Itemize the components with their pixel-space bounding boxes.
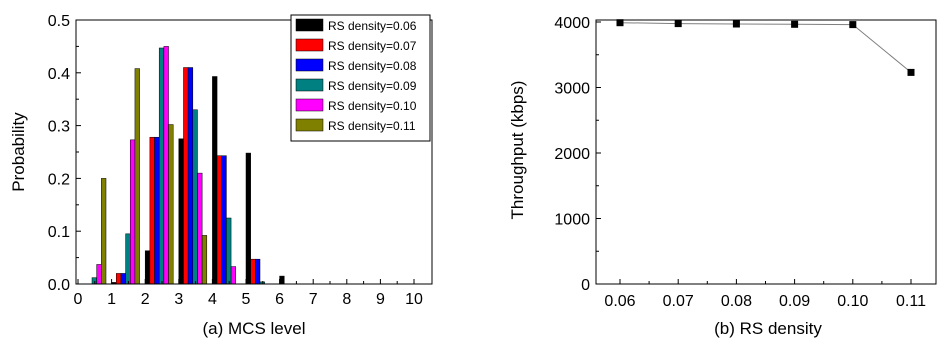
bar — [154, 136, 160, 285]
x-tick-label: 0.09 — [779, 293, 810, 310]
data-point — [849, 21, 857, 29]
legend-label: RS density=0.07 — [328, 39, 417, 53]
y-axis-ticks: 0 1000 2000 3000 4000 — [554, 15, 601, 294]
x-axis-ticks: 0.06 0.07 0.08 0.09 0.10 0.11 — [604, 279, 926, 310]
x-tick-label: 3 — [174, 291, 183, 308]
x-tick-label: 0.11 — [896, 293, 926, 310]
bar — [178, 138, 184, 285]
bar — [201, 235, 208, 285]
bar — [192, 109, 198, 285]
x-tick-label: 5 — [242, 291, 251, 308]
y-tick-label: 0.0 — [48, 277, 70, 294]
data-point — [674, 20, 682, 28]
x-tick-label: 4 — [208, 291, 217, 308]
x-tick-label: 0.10 — [837, 293, 868, 310]
bar — [130, 139, 136, 285]
y-tick-label: 4000 — [554, 15, 590, 32]
y-tick-label: 0.5 — [48, 13, 70, 30]
bar — [221, 155, 227, 285]
bar — [120, 273, 126, 285]
x-tick-label: 6 — [275, 291, 284, 308]
bar — [158, 47, 165, 285]
bar — [255, 258, 261, 285]
x-axis-title-b: (b) RS density — [714, 319, 822, 338]
data-point — [791, 20, 799, 28]
bar — [101, 178, 107, 285]
x-axis-title-a: (a) MCS level — [203, 319, 306, 338]
y-tick-label: 0.3 — [48, 119, 70, 136]
bar — [212, 76, 218, 285]
data-point — [907, 68, 915, 76]
y-axis-ticks: 0.0 0.1 0.2 0.3 0.4 0.5 — [48, 13, 81, 294]
legend-swatch — [295, 118, 324, 132]
throughput-chart: 0.06 0.07 0.08 0.09 0.10 0.11 0 1000 2000 3000 40… — [508, 15, 937, 338]
bar — [144, 250, 151, 285]
x-tick-label: 9 — [376, 291, 385, 308]
y-axis-title-b: Throughput (kbps) — [508, 81, 527, 220]
y-tick-label: 0.4 — [48, 66, 70, 83]
legend-label: RS density=0.06 — [328, 19, 417, 33]
mcs-probability-chart: 0 1 2 3 4 5 6 7 8 9 10 0.0 0.1 0.2 0.3 0.4 0.5 (a) MCS … — [9, 13, 433, 338]
y-tick-label: 3000 — [554, 81, 590, 98]
y-tick-label: 0.1 — [48, 224, 70, 241]
bar — [96, 264, 102, 285]
bar — [187, 67, 194, 285]
legend: RS density=0.06 RS density=0.07 RS density… — [290, 14, 431, 142]
x-tick-label: 8 — [342, 291, 351, 308]
legend-label: RS density=0.10 — [328, 99, 417, 113]
bar — [250, 258, 256, 285]
legend-label: RS density=0.09 — [328, 79, 417, 93]
x-tick-label: 7 — [309, 291, 318, 308]
bar — [163, 46, 169, 285]
bars-group — [91, 46, 285, 285]
x-tick-label: 0.07 — [663, 293, 694, 310]
series-line — [619, 22, 912, 73]
x-axis-ticks: 0 1 2 3 4 5 6 7 8 9 10 — [74, 279, 423, 308]
y-tick-label: 0 — [581, 277, 590, 294]
legend-label: RS density=0.11 — [328, 119, 416, 133]
y-tick-label: 2000 — [554, 146, 590, 163]
bar — [216, 155, 222, 285]
legend-swatch — [295, 98, 324, 112]
legend-swatch — [295, 18, 324, 32]
bar — [116, 273, 122, 285]
throughput-series — [616, 19, 915, 76]
y-tick-label: 1000 — [554, 212, 590, 229]
x-tick-label: 10 — [405, 291, 423, 308]
bar — [168, 124, 174, 285]
bar — [197, 172, 203, 285]
bar — [226, 217, 232, 285]
x-tick-label: 2 — [141, 291, 150, 308]
bar — [149, 136, 155, 285]
bar — [134, 68, 140, 285]
legend-label: RS density=0.08 — [328, 59, 417, 73]
x-tick-label: 0.08 — [721, 293, 752, 310]
data-point — [732, 20, 740, 28]
x-tick-label: 0.06 — [604, 293, 635, 310]
bar — [125, 233, 131, 285]
plot-frame-b — [595, 19, 937, 285]
bar — [183, 67, 189, 285]
x-tick-label: 0 — [74, 291, 83, 308]
bar — [230, 266, 236, 285]
legend-swatch — [295, 78, 324, 92]
legend-swatch — [295, 38, 324, 52]
bar — [245, 152, 251, 285]
x-tick-label: 1 — [107, 291, 116, 308]
y-axis-title-a: Probability — [9, 112, 28, 192]
y-tick-label: 0.2 — [48, 171, 70, 188]
legend-swatch — [295, 58, 324, 72]
data-point — [616, 19, 624, 27]
bar — [279, 275, 285, 285]
